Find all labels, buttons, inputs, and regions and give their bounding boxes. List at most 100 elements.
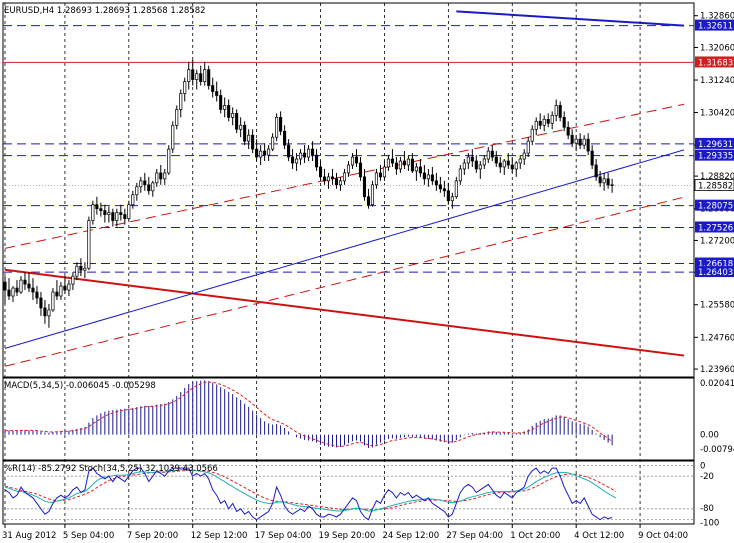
stoch-signal-line bbox=[4, 469, 617, 511]
candle-body bbox=[466, 156, 470, 164]
price-panel[interactable] bbox=[3, 10, 694, 367]
candle-body bbox=[414, 166, 418, 172]
candle-body bbox=[610, 184, 614, 186]
level-label: 1.31683 bbox=[698, 58, 733, 68]
candle-body bbox=[530, 128, 534, 142]
candle-body bbox=[554, 105, 558, 116]
candle-body bbox=[434, 180, 438, 186]
candle-body bbox=[263, 150, 267, 156]
candle-body bbox=[318, 166, 323, 178]
candle-body bbox=[546, 118, 550, 124]
candle-body bbox=[71, 275, 75, 285]
candle-body bbox=[494, 156, 498, 164]
candle-body bbox=[534, 120, 538, 130]
oscillator-panel[interactable] bbox=[3, 464, 694, 521]
candle-body bbox=[43, 307, 47, 317]
candle-body bbox=[307, 148, 311, 158]
level-label: 1.27526 bbox=[698, 223, 733, 233]
price-tick-label: 1.30420 bbox=[700, 109, 734, 119]
candle-body bbox=[342, 172, 347, 182]
candle-body bbox=[299, 152, 303, 160]
candle-body bbox=[562, 116, 566, 128]
time-label: 7 Sep 20:00 bbox=[127, 531, 178, 541]
candle-body bbox=[187, 69, 191, 82]
current-price-label: 1.28582 bbox=[698, 182, 733, 192]
candle-body bbox=[406, 158, 410, 166]
macd-tick-label: 0.020413 bbox=[700, 379, 734, 389]
candle-body bbox=[275, 116, 279, 138]
candle-body bbox=[203, 69, 207, 82]
panel-frame-0 bbox=[2, 2, 695, 378]
candle-body bbox=[458, 168, 462, 182]
panel-frame-1 bbox=[2, 377, 695, 461]
macd-tick-label: -0.007944 bbox=[700, 445, 734, 455]
candle-body bbox=[518, 158, 522, 164]
candle-body bbox=[51, 291, 55, 311]
candle-body bbox=[386, 158, 390, 168]
candle-body bbox=[75, 265, 79, 277]
current-price-label-bg bbox=[694, 179, 734, 191]
price-panel-header: EURUSD,H4 1.28693 1.28693 1.28568 1.2858… bbox=[4, 6, 206, 16]
oscillator-header: %R(14) -85.2792 Stoch(34,5,25) 32.1039 4… bbox=[4, 464, 218, 474]
macd-tick-label: 0.00 bbox=[700, 431, 719, 441]
candle-body bbox=[159, 172, 163, 180]
candle-body bbox=[598, 176, 602, 184]
candle-body bbox=[111, 212, 115, 221]
candle-body bbox=[211, 85, 215, 92]
macd-signal-line bbox=[4, 381, 613, 447]
candle-body bbox=[590, 150, 594, 166]
candle-body bbox=[287, 144, 291, 158]
candle-body bbox=[231, 113, 235, 118]
candle-body bbox=[295, 158, 299, 164]
candle-body bbox=[538, 120, 542, 126]
candle-body bbox=[450, 196, 454, 202]
candle-body bbox=[582, 138, 586, 146]
candle-body bbox=[31, 287, 35, 293]
time-label: 5 Sep 04:00 bbox=[63, 531, 114, 541]
candle-body bbox=[175, 109, 179, 126]
candle-body bbox=[558, 105, 562, 118]
candle-body bbox=[462, 162, 466, 170]
candle-body bbox=[291, 156, 295, 164]
candle-body bbox=[486, 150, 490, 160]
candle-body bbox=[183, 81, 187, 94]
candle-body bbox=[167, 148, 171, 174]
candle-body bbox=[506, 160, 510, 166]
candle-body bbox=[334, 178, 339, 186]
level-label-bg bbox=[695, 257, 734, 269]
candle-body bbox=[330, 176, 335, 180]
candle-body bbox=[191, 69, 195, 80]
candle-body bbox=[251, 134, 255, 150]
candle-body bbox=[303, 152, 307, 158]
price-tick-label: 1.24760 bbox=[700, 333, 734, 343]
candle-body bbox=[227, 105, 231, 118]
time-label: 4 Oct 12:00 bbox=[574, 531, 624, 541]
candle-body bbox=[594, 164, 598, 178]
level-label: 1.26618 bbox=[698, 260, 733, 270]
candle-body bbox=[207, 69, 211, 86]
macd-panel[interactable] bbox=[4, 380, 613, 448]
candle-body bbox=[490, 150, 494, 158]
candle-body bbox=[602, 178, 606, 184]
candle-body bbox=[382, 166, 386, 178]
candle-body bbox=[570, 134, 574, 144]
osc-tick-label: -100 bbox=[700, 519, 719, 529]
candle-body bbox=[127, 204, 131, 219]
candle-body bbox=[155, 172, 159, 184]
candle-body bbox=[243, 124, 247, 142]
candle-body bbox=[482, 158, 486, 166]
time-label: 27 Sep 04:00 bbox=[446, 531, 503, 541]
candle-body bbox=[103, 210, 107, 215]
level-label-bg bbox=[695, 137, 734, 149]
candle-body bbox=[171, 124, 175, 150]
price-tick-label: 1.31240 bbox=[700, 76, 734, 86]
candle-body bbox=[279, 116, 283, 132]
time-label: 12 Sep 12:00 bbox=[191, 531, 248, 541]
candle-body bbox=[47, 309, 51, 317]
candle-body bbox=[374, 172, 379, 186]
candle-body bbox=[350, 156, 355, 166]
candle-body bbox=[478, 164, 482, 170]
candle-body bbox=[59, 285, 63, 297]
time-label: 9 Oct 04:00 bbox=[638, 531, 688, 541]
price-tick-label: 1.27200 bbox=[700, 236, 734, 246]
